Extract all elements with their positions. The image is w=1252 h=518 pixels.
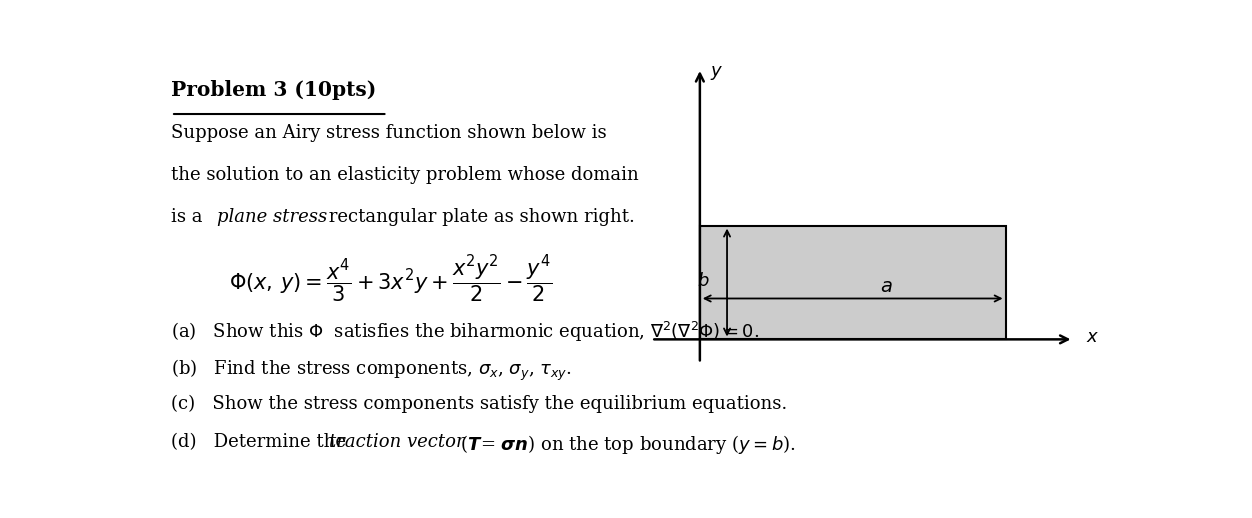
- Text: $\Phi(x,\, y) = \dfrac{x^4}{3} + 3x^2y + \dfrac{x^2 y^2}{2} - \dfrac{y^4}{2}$: $\Phi(x,\, y) = \dfrac{x^4}{3} + 3x^2y +…: [229, 254, 552, 305]
- Text: (b)   Find the stress components, $\sigma_x$, $\sigma_y$, $\tau_{xy}$.: (b) Find the stress components, $\sigma_…: [172, 357, 572, 382]
- Text: (c)   Show the stress components satisfy the equilibrium equations.: (c) Show the stress components satisfy t…: [172, 395, 788, 413]
- Text: $x$: $x$: [1085, 328, 1099, 347]
- Text: (d)   Determine the: (d) Determine the: [172, 433, 352, 451]
- Text: ($\boldsymbol{T}$= $\boldsymbol{\sigma}\boldsymbol{n}$) on the top boundary ($y : ($\boldsymbol{T}$= $\boldsymbol{\sigma}\…: [456, 433, 796, 456]
- Text: (a)   Show this $\Phi$  satisfies the biharmonic equation, $\nabla^2(\nabla^2\Ph: (a) Show this $\Phi$ satisfies the bihar…: [172, 320, 760, 343]
- Text: traction vector: traction vector: [329, 433, 464, 451]
- Text: Problem 3 (10pts): Problem 3 (10pts): [172, 80, 377, 100]
- Text: the solution to an elasticity problem whose domain: the solution to an elasticity problem wh…: [172, 166, 639, 184]
- Text: plane stress: plane stress: [217, 208, 327, 226]
- Text: is a: is a: [172, 208, 208, 226]
- Bar: [700, 226, 1005, 339]
- Text: Suppose an Airy stress function shown below is: Suppose an Airy stress function shown be…: [172, 124, 607, 142]
- Text: $b$: $b$: [697, 271, 710, 290]
- Text: $a$: $a$: [880, 279, 893, 296]
- Text: rectangular plate as shown right.: rectangular plate as shown right.: [323, 208, 635, 226]
- Text: $y$: $y$: [710, 64, 722, 82]
